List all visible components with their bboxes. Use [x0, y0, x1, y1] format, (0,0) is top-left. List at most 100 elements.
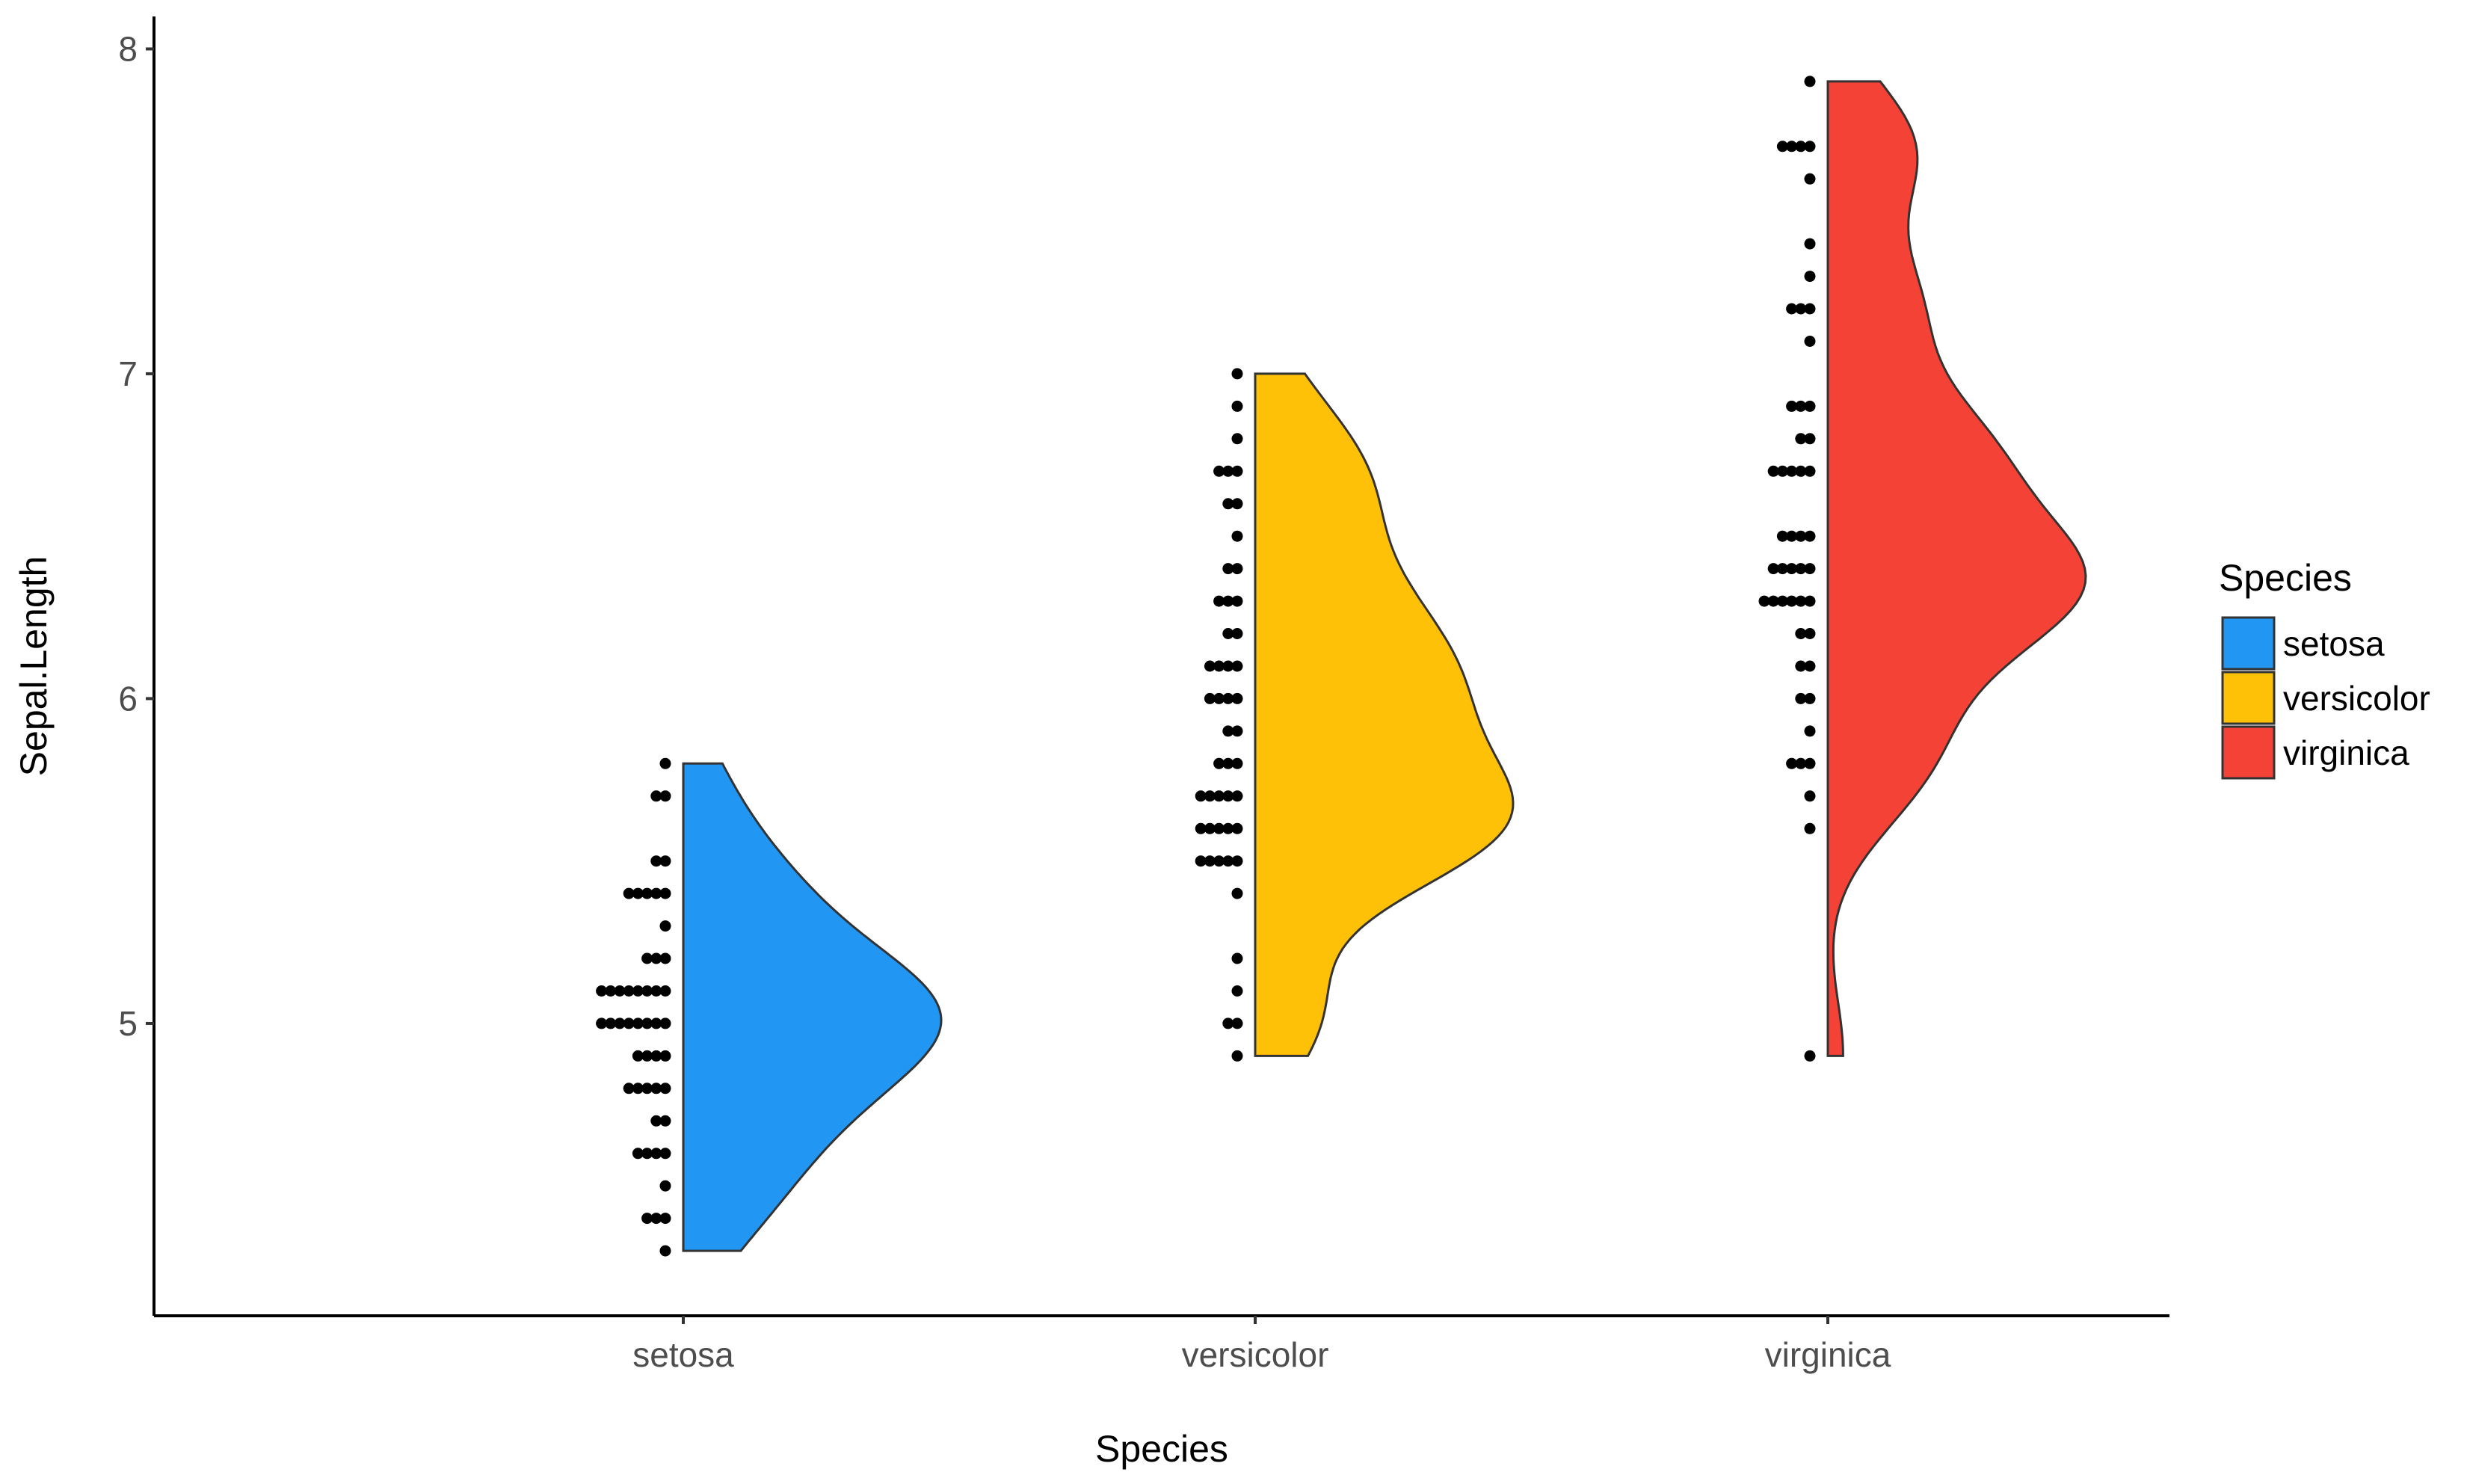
dot-versicolor — [1231, 952, 1243, 964]
dot-virginica — [1804, 465, 1816, 477]
dot-setosa — [650, 985, 662, 997]
legend-label-setosa: setosa — [2283, 624, 2385, 663]
violin-setosa — [682, 762, 943, 1252]
dot-virginica — [1804, 303, 1816, 315]
dot-virginica — [1767, 595, 1779, 607]
dot-versicolor — [1231, 530, 1243, 542]
dot-setosa — [632, 1017, 644, 1029]
x-tick-label-versicolor: versicolor — [1182, 1335, 1329, 1374]
dot-versicolor — [1195, 822, 1207, 834]
dot-versicolor — [1222, 595, 1234, 607]
dot-versicolor — [1222, 790, 1234, 802]
dot-virginica — [1776, 595, 1788, 607]
dot-setosa — [632, 985, 644, 997]
dot-versicolor — [1204, 822, 1216, 834]
dot-virginica — [1804, 433, 1816, 445]
legend-label-versicolor: versicolor — [2283, 679, 2430, 718]
dot-setosa — [659, 1115, 671, 1127]
dot-setosa — [641, 952, 653, 964]
dot-versicolor — [1231, 563, 1243, 575]
dot-setosa — [659, 952, 671, 964]
dot-virginica — [1767, 465, 1779, 477]
dot-versicolor — [1204, 692, 1216, 704]
dot-setosa — [659, 920, 671, 932]
dot-setosa — [632, 1050, 644, 1062]
dot-virginica — [1795, 628, 1807, 639]
y-tick-label: 5 — [118, 1004, 138, 1043]
dot-setosa — [650, 1115, 662, 1127]
dot-setosa — [659, 1148, 671, 1160]
dot-virginica — [1795, 692, 1807, 704]
dot-versicolor — [1213, 595, 1225, 607]
dots-layer — [596, 76, 1816, 1257]
dot-setosa — [659, 887, 671, 899]
dot-virginica — [1804, 271, 1816, 283]
dot-virginica — [1776, 141, 1788, 153]
dot-virginica — [1786, 465, 1798, 477]
dot-versicolor — [1222, 465, 1234, 477]
dot-setosa — [650, 1213, 662, 1225]
dot-setosa — [659, 855, 671, 867]
dot-virginica — [1786, 303, 1798, 315]
dot-setosa — [641, 887, 653, 899]
dot-setosa — [614, 985, 626, 997]
legend-swatch-setosa — [2221, 616, 2276, 671]
dot-versicolor — [1213, 692, 1225, 704]
dot-setosa — [650, 1050, 662, 1062]
dot-versicolor — [1222, 498, 1234, 510]
dot-virginica — [1795, 757, 1807, 769]
dot-setosa — [650, 1148, 662, 1160]
dot-versicolor — [1222, 660, 1234, 672]
dot-setosa — [650, 952, 662, 964]
dot-versicolor — [1222, 757, 1234, 769]
dot-virginica — [1767, 563, 1779, 575]
dot-setosa — [632, 1083, 644, 1094]
dot-setosa — [659, 1180, 671, 1192]
dot-setosa — [659, 790, 671, 802]
legend-label-virginica: virginica — [2283, 733, 2409, 772]
x-tick-label-setosa: setosa — [632, 1335, 734, 1374]
violins-layer — [682, 80, 2087, 1252]
dot-versicolor — [1231, 790, 1243, 802]
dot-versicolor — [1231, 628, 1243, 639]
dot-versicolor — [1231, 1017, 1243, 1029]
y-tick-label: 7 — [118, 354, 138, 393]
dot-virginica — [1795, 660, 1807, 672]
dot-versicolor — [1231, 855, 1243, 867]
dot-versicolor — [1231, 725, 1243, 737]
dot-setosa — [659, 1245, 671, 1257]
dot-virginica — [1795, 141, 1807, 153]
dot-setosa — [650, 1083, 662, 1094]
dot-versicolor — [1222, 725, 1234, 737]
violin-versicolor — [1254, 372, 1515, 1057]
dot-setosa — [659, 1050, 671, 1062]
dot-virginica — [1786, 757, 1798, 769]
dot-setosa — [650, 1017, 662, 1029]
dot-virginica — [1804, 628, 1816, 639]
dot-versicolor — [1231, 400, 1243, 412]
dot-setosa — [659, 985, 671, 997]
x-axis-title: Species — [1095, 1428, 1228, 1470]
dot-versicolor — [1213, 822, 1225, 834]
legend-swatch-virginica — [2221, 725, 2276, 780]
dot-setosa — [605, 985, 617, 997]
dot-versicolor — [1231, 692, 1243, 704]
legend: Species setosa versicolor virginica — [2219, 557, 2430, 780]
dot-virginica — [1804, 141, 1816, 153]
dot-versicolor — [1231, 660, 1243, 672]
dot-versicolor — [1204, 790, 1216, 802]
dot-virginica — [1804, 336, 1816, 347]
dot-virginica — [1804, 660, 1816, 672]
dot-versicolor — [1231, 887, 1243, 899]
dot-virginica — [1804, 530, 1816, 542]
dot-setosa — [641, 1148, 653, 1160]
dot-versicolor — [1222, 855, 1234, 867]
dot-virginica — [1795, 400, 1807, 412]
dot-versicolor — [1204, 855, 1216, 867]
dot-virginica — [1786, 530, 1798, 542]
legend-entries: setosa versicolor virginica — [2221, 616, 2430, 780]
dot-virginica — [1804, 790, 1816, 802]
violin-virginica — [1826, 80, 2087, 1057]
